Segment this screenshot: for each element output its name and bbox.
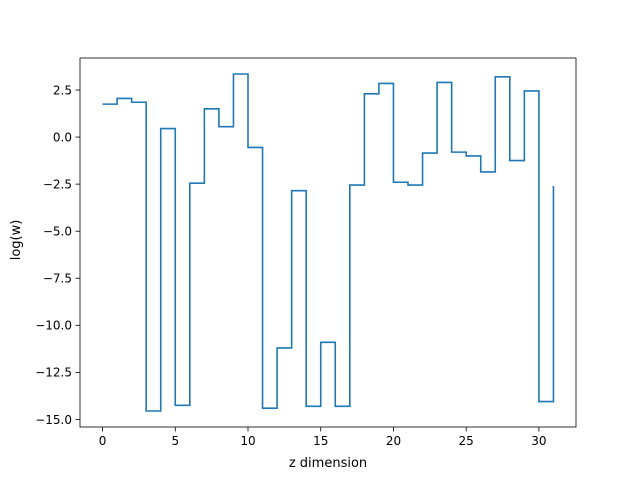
y-tick-label: 2.5 bbox=[53, 83, 72, 97]
y-axis-label: log(w) bbox=[9, 220, 24, 261]
x-axis-label: z dimension bbox=[289, 456, 367, 471]
y-tick-label: −5.0 bbox=[43, 225, 72, 239]
y-tick-label: 0.0 bbox=[53, 130, 72, 144]
x-tick-label: 25 bbox=[459, 434, 474, 448]
x-tick-label: 5 bbox=[171, 434, 179, 448]
y-tick-label: −7.5 bbox=[43, 272, 72, 286]
y-tick-label: −12.5 bbox=[35, 366, 72, 380]
x-tick-label: 15 bbox=[313, 434, 328, 448]
x-tick-label: 20 bbox=[386, 434, 401, 448]
y-tick-label: −15.0 bbox=[35, 413, 72, 427]
x-tick-label: 0 bbox=[99, 434, 107, 448]
x-tick-label: 10 bbox=[240, 434, 255, 448]
y-tick-label: −2.5 bbox=[43, 177, 72, 191]
y-tick-label: −10.0 bbox=[35, 319, 72, 333]
x-tick-label: 30 bbox=[531, 434, 546, 448]
